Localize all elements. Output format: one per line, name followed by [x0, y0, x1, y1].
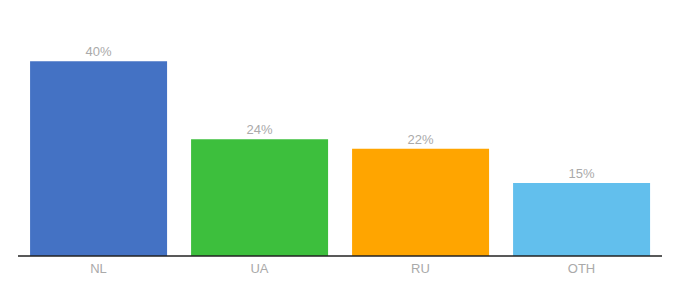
svg-text:NL: NL: [90, 261, 107, 276]
svg-text:OTH: OTH: [568, 261, 595, 276]
svg-text:22%: 22%: [408, 132, 434, 147]
svg-text:24%: 24%: [247, 122, 273, 137]
svg-text:40%: 40%: [86, 44, 112, 59]
svg-text:15%: 15%: [569, 166, 595, 181]
svg-text:UA: UA: [250, 261, 268, 276]
svg-text:RU: RU: [411, 261, 430, 276]
